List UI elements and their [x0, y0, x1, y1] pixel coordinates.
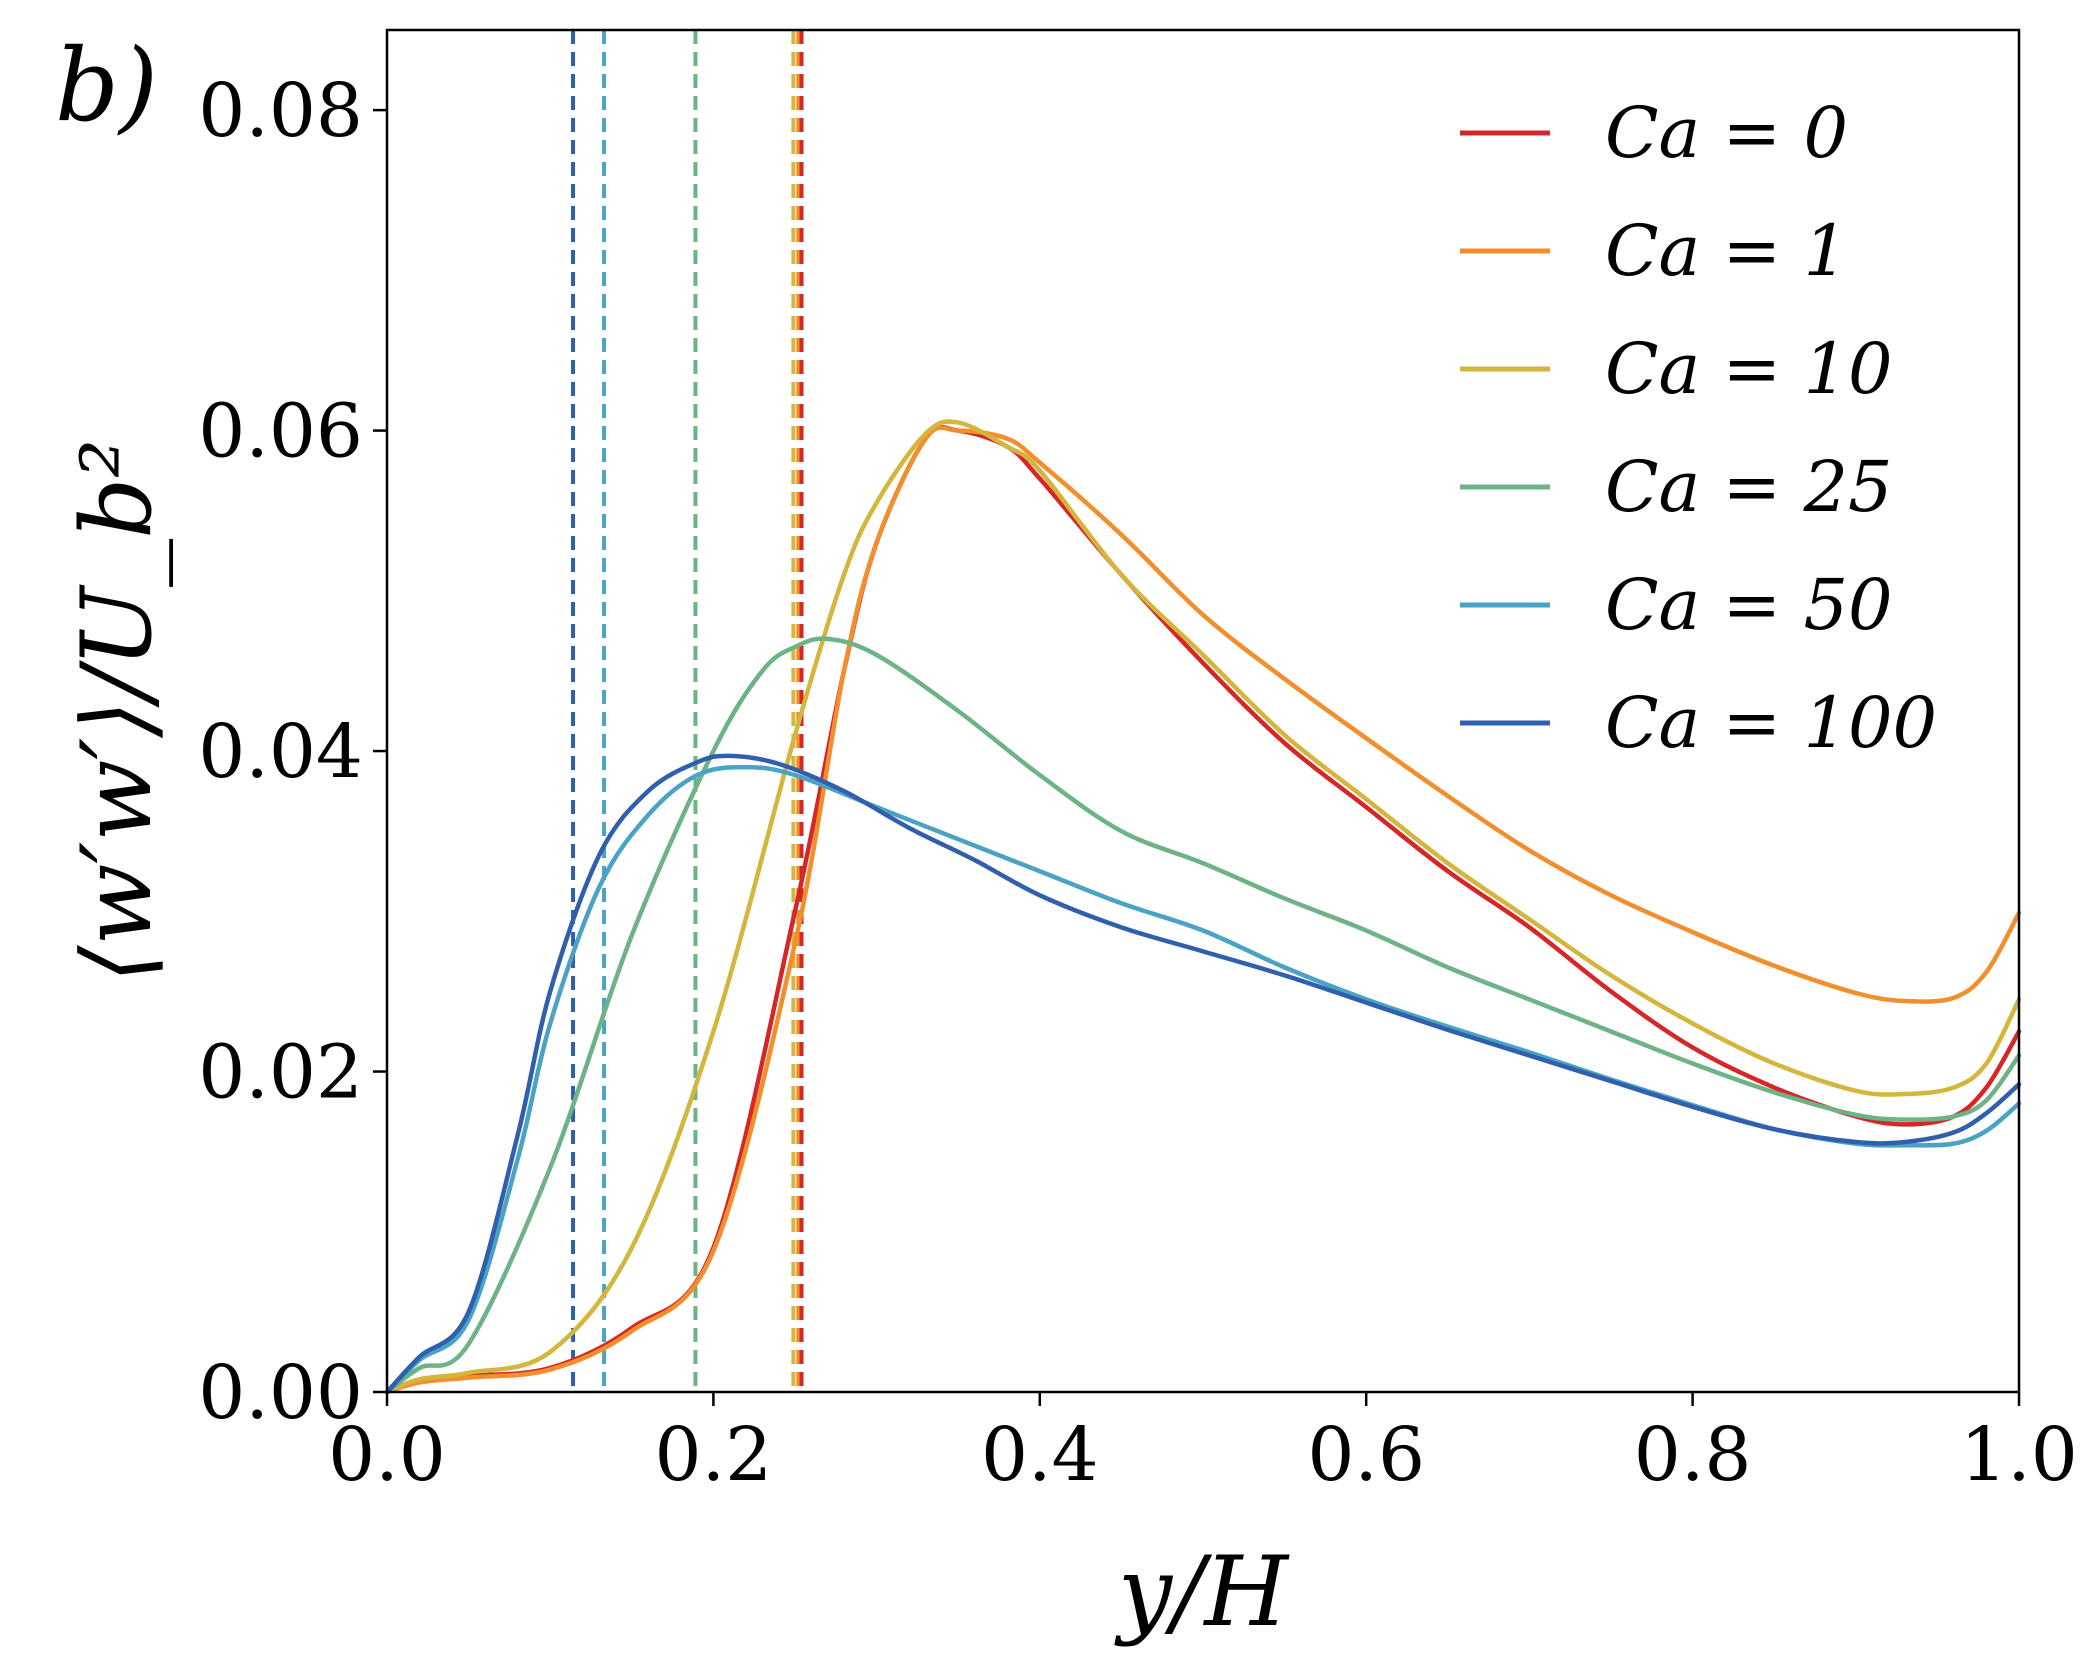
- panel-label: b): [55, 27, 158, 144]
- y-tick-label: 0.08: [198, 68, 363, 154]
- x-tick-label: 1.0: [1960, 1412, 2078, 1498]
- plot-frame: [385, 28, 2021, 1394]
- x-tick-label: 0.2: [655, 1412, 773, 1498]
- x-axis: 0.0 0.2 0.4 0.6 0.8 1.0: [328, 1392, 2078, 1498]
- y-axis: 0.00 0.02 0.04 0.06 0.08: [198, 68, 387, 1436]
- series-line: [384, 419, 2022, 1395]
- legend-label: Ca = 25: [1605, 446, 1893, 528]
- x-tick-label: 0.4: [981, 1412, 1099, 1498]
- legend-label: Ca = 50: [1605, 564, 1893, 646]
- legend-label: Ca = 1: [1605, 210, 1848, 292]
- legend-label: Ca = 10: [1605, 328, 1893, 410]
- y-tick-label: 0.00: [198, 1350, 363, 1436]
- x-axis-label: y/H: [1114, 1536, 1291, 1648]
- y-axis-label: ⟨w′w′⟩/U_b²: [61, 439, 173, 983]
- series-line: [384, 425, 2022, 1395]
- x-tick-label: 0.0: [328, 1412, 446, 1498]
- y-tick-label: 0.02: [198, 1030, 363, 1116]
- y-tick-label: 0.06: [198, 389, 363, 475]
- legend: Ca = 0 Ca = 1 Ca = 10 Ca = 25 Ca = 50 Ca = 10…: [1460, 92, 1937, 764]
- legend-label: Ca = 0: [1605, 92, 1848, 174]
- y-tick-label: 0.04: [198, 709, 363, 795]
- x-tick-label: 0.6: [1307, 1412, 1425, 1498]
- legend-label: Ca = 100: [1605, 682, 1937, 764]
- series-line-group: [384, 419, 2022, 1395]
- vertical-line-group: [571, 30, 804, 1392]
- plot-area: [384, 28, 2022, 1395]
- series-line: [384, 753, 2022, 1395]
- x-tick-label: 0.8: [1634, 1412, 1752, 1498]
- series-line: [384, 636, 2022, 1395]
